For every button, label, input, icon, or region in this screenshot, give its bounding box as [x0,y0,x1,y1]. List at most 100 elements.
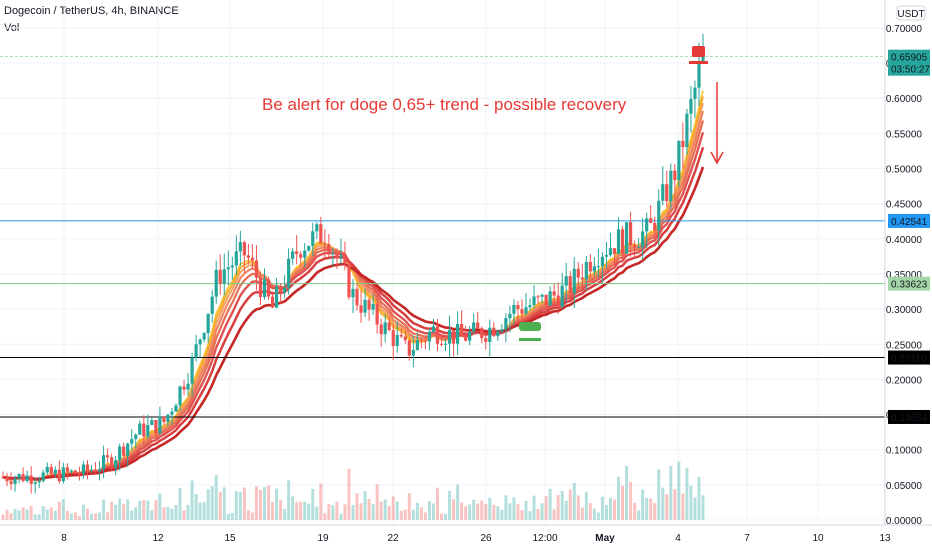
volume-bar [697,476,701,520]
candle-body [560,285,564,307]
candle-body [435,326,440,344]
volume-bar [65,510,69,520]
candle-body [653,222,657,231]
volume-bar [190,480,194,520]
volume-bar [57,501,61,520]
candle-body [532,296,536,306]
candle-body [403,336,407,341]
x-tick-label: 22 [387,533,399,544]
price-label-box [888,409,930,424]
candle-body [73,470,78,474]
volume-bar [85,508,89,520]
candle-body [697,63,701,88]
candle-body [443,343,448,345]
volume-bar [444,513,448,520]
volume-bar [371,504,375,520]
volume-bar [677,461,681,520]
volume-bar [411,509,415,520]
down-arrow-head [710,151,724,165]
volume-bar [307,503,311,520]
candle-body [150,420,154,425]
candle-body [693,87,697,99]
candle-body [359,305,363,313]
candle-body [194,344,198,358]
candle-body [367,299,371,310]
candle-body [347,263,351,298]
volume-bar [427,501,431,520]
candle-body [5,477,9,482]
volume-bar [464,506,468,520]
volume-bar [492,504,496,520]
volume-bar [275,488,279,520]
candle-body [57,469,61,482]
volume-bar [194,493,198,520]
candle-body [61,467,65,482]
volume-bar [532,495,536,520]
candle-body [540,294,544,297]
volume-bar [17,510,21,520]
volume-bar [423,512,427,520]
candle-body [427,331,432,342]
volume-bar [629,482,633,520]
candle-body [142,423,146,437]
volume-bar [472,499,476,520]
volume-bar [142,500,146,520]
price-label-value: 0.33623 [891,280,928,291]
volume-bar [271,502,275,520]
candle-body [81,464,86,475]
volume-bar [214,475,218,520]
price-label-value: 0.42541 [891,217,928,228]
candle-body [138,423,142,435]
candle-body [399,334,403,337]
candle-body [202,333,206,340]
volume-bar [49,507,53,520]
candle-body [689,98,693,114]
volume-bar [202,502,206,520]
volume-bar [299,501,303,520]
candle-body [49,466,53,474]
candle-body [29,475,33,484]
candle-body [65,467,69,472]
candle-body [186,383,190,390]
candle-body [480,328,484,339]
y-tick-label: 0.40000 [886,235,923,246]
candle-body [544,294,548,306]
candle-body [677,140,681,181]
candle-body [134,434,138,440]
volume-bar [440,513,444,520]
volume-bar [61,498,65,520]
volume-bar [339,513,343,520]
volume-bar [363,491,367,520]
volume-bar [528,511,532,520]
candle-body [488,327,492,342]
volume-bar [254,486,258,520]
candle-body [552,291,556,296]
y-tick-label: 0.30000 [886,305,923,316]
signal-marker-icon [519,322,541,331]
candle-body [657,200,661,231]
candle-body [431,326,436,332]
candle-body [343,255,347,264]
volume-bar [162,507,166,520]
price-label-value: 0.65905 [891,53,928,64]
candle-body [315,224,319,232]
candle-body [17,474,21,479]
volume-bar [661,487,665,520]
candle-body [612,248,617,255]
candle-body [439,343,444,345]
candle-body [33,482,37,484]
volume-bar [158,493,162,520]
candle-body [447,330,452,344]
volume-bar [230,513,234,520]
candle-body [93,469,98,472]
ribbon-line-8 [2,166,705,481]
candle-body [262,279,267,298]
candle-body [9,481,13,484]
candle-body [69,470,73,472]
y-tick-label: 0.35000 [886,270,923,281]
currency-button[interactable] [896,5,926,21]
candle-body [182,386,186,390]
currency-button-label[interactable]: USDT [897,9,924,20]
volume-bar [673,489,677,520]
